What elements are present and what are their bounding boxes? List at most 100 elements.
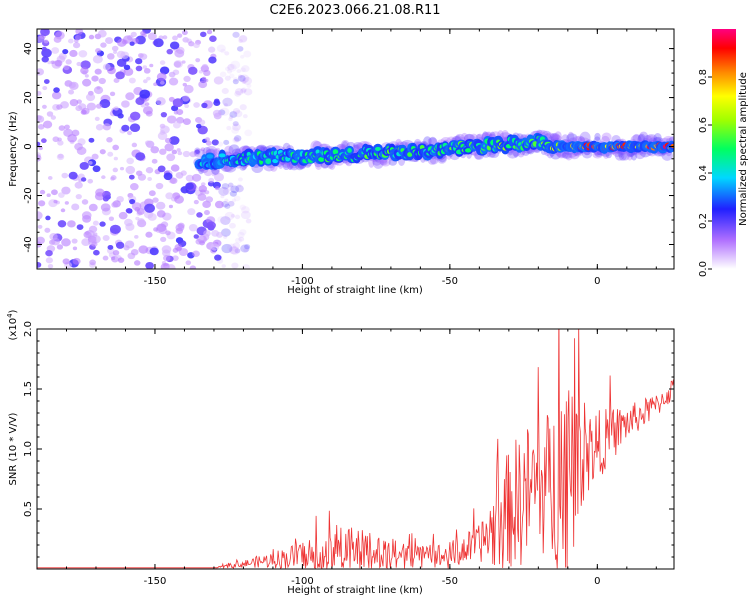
noise-blob xyxy=(177,151,183,156)
noise-blob xyxy=(206,29,213,35)
noise-blob xyxy=(163,254,171,262)
y-tick-label: 1.0 xyxy=(23,441,34,457)
noise-blob xyxy=(239,104,247,111)
noise-blob xyxy=(147,176,153,181)
noise-blob xyxy=(237,177,243,182)
noise-blob xyxy=(184,103,190,109)
noise-blob xyxy=(165,192,174,200)
noise-blob xyxy=(107,244,114,250)
noise-blob xyxy=(193,234,199,239)
x-tick-label: -50 xyxy=(442,576,458,587)
noise-blob xyxy=(212,109,222,117)
x-tick-label: -150 xyxy=(144,576,167,587)
noise-blob xyxy=(71,203,80,211)
noise-blob xyxy=(182,150,191,158)
noise-blob xyxy=(80,67,89,75)
noise-blob xyxy=(128,77,136,84)
noise-blob xyxy=(217,141,224,147)
noise-blob xyxy=(174,49,185,58)
noise-blob xyxy=(102,196,109,202)
trace-core xyxy=(265,158,272,165)
noise-blob xyxy=(200,31,207,38)
noise-blob xyxy=(159,60,166,65)
noise-blob xyxy=(67,134,78,143)
noise-blob xyxy=(214,200,224,209)
noise-blob xyxy=(40,29,50,37)
noise-blob xyxy=(41,138,47,144)
noise-blob xyxy=(181,60,186,64)
noise-blob xyxy=(37,90,42,96)
noise-blob xyxy=(129,123,141,133)
noise-blob xyxy=(162,35,168,40)
noise-blob xyxy=(47,264,54,269)
noise-blob xyxy=(37,35,45,43)
trace-halo xyxy=(601,132,612,142)
noise-blob xyxy=(231,127,240,134)
noise-blob xyxy=(57,140,64,146)
trace-halo xyxy=(379,159,388,166)
noise-blob xyxy=(92,165,101,173)
noise-blob xyxy=(129,198,136,205)
colorbar-ticks: 0.0 0.2 0.4 0.6 0.8 xyxy=(698,69,712,277)
noise-blob xyxy=(137,173,147,181)
noise-blob xyxy=(68,89,75,95)
y-tick-label: 1.5 xyxy=(23,381,34,397)
noise-blob xyxy=(128,174,135,180)
noise-blob xyxy=(147,32,157,41)
noise-blob xyxy=(113,77,120,84)
noise-blob xyxy=(153,38,164,48)
noise-blob xyxy=(74,142,83,151)
noise-blob xyxy=(58,192,65,198)
noise-blob xyxy=(168,71,176,78)
noise-blob xyxy=(244,244,251,250)
noise-blob xyxy=(223,235,228,239)
noise-blob xyxy=(226,125,232,131)
noise-blob xyxy=(112,167,119,173)
trace-core xyxy=(218,153,226,158)
x-tick-label: -100 xyxy=(291,576,314,587)
noise-blob xyxy=(56,244,64,250)
noise-blob xyxy=(169,41,180,50)
noise-blob xyxy=(234,214,241,220)
noise-blob xyxy=(219,71,227,78)
y-tick-label: 0 xyxy=(23,143,34,149)
noise-blob xyxy=(135,97,145,105)
noise-blob xyxy=(94,68,102,75)
noise-blob xyxy=(124,240,135,249)
trace-halo xyxy=(566,133,578,144)
noise-blob xyxy=(69,98,79,107)
trace-halo xyxy=(549,133,560,140)
noise-blob xyxy=(47,176,53,180)
noise-blob xyxy=(163,265,169,269)
noise-blob xyxy=(213,100,221,107)
trace-halo xyxy=(567,131,575,143)
noise-blob xyxy=(130,111,141,121)
noise-blob xyxy=(197,193,207,201)
noise-blob xyxy=(43,120,53,129)
noise-blob xyxy=(41,46,47,52)
noise-blob xyxy=(75,105,83,112)
noise-blob xyxy=(54,31,65,40)
noise-blob xyxy=(135,152,146,161)
noise-blob xyxy=(41,56,49,63)
noise-blob xyxy=(238,236,245,242)
noise-blob xyxy=(185,174,194,182)
noise-blob xyxy=(75,193,82,200)
noise-blob xyxy=(86,102,97,111)
noise-blob xyxy=(155,182,164,190)
noise-blob xyxy=(37,224,43,229)
noise-blob xyxy=(58,125,66,131)
spectrogram-frame xyxy=(36,28,675,270)
trace-core xyxy=(318,156,325,162)
noise-blob xyxy=(208,46,216,53)
noise-blob xyxy=(117,113,124,119)
noise-blob xyxy=(88,137,95,143)
trace-core xyxy=(375,146,381,151)
noise-blob xyxy=(232,108,241,115)
noise-blob xyxy=(227,182,234,188)
noise-blob xyxy=(183,84,194,94)
trace-halo xyxy=(554,131,562,142)
noise-blob xyxy=(193,102,200,108)
noise-blob xyxy=(146,76,151,81)
trace-core xyxy=(347,148,352,153)
